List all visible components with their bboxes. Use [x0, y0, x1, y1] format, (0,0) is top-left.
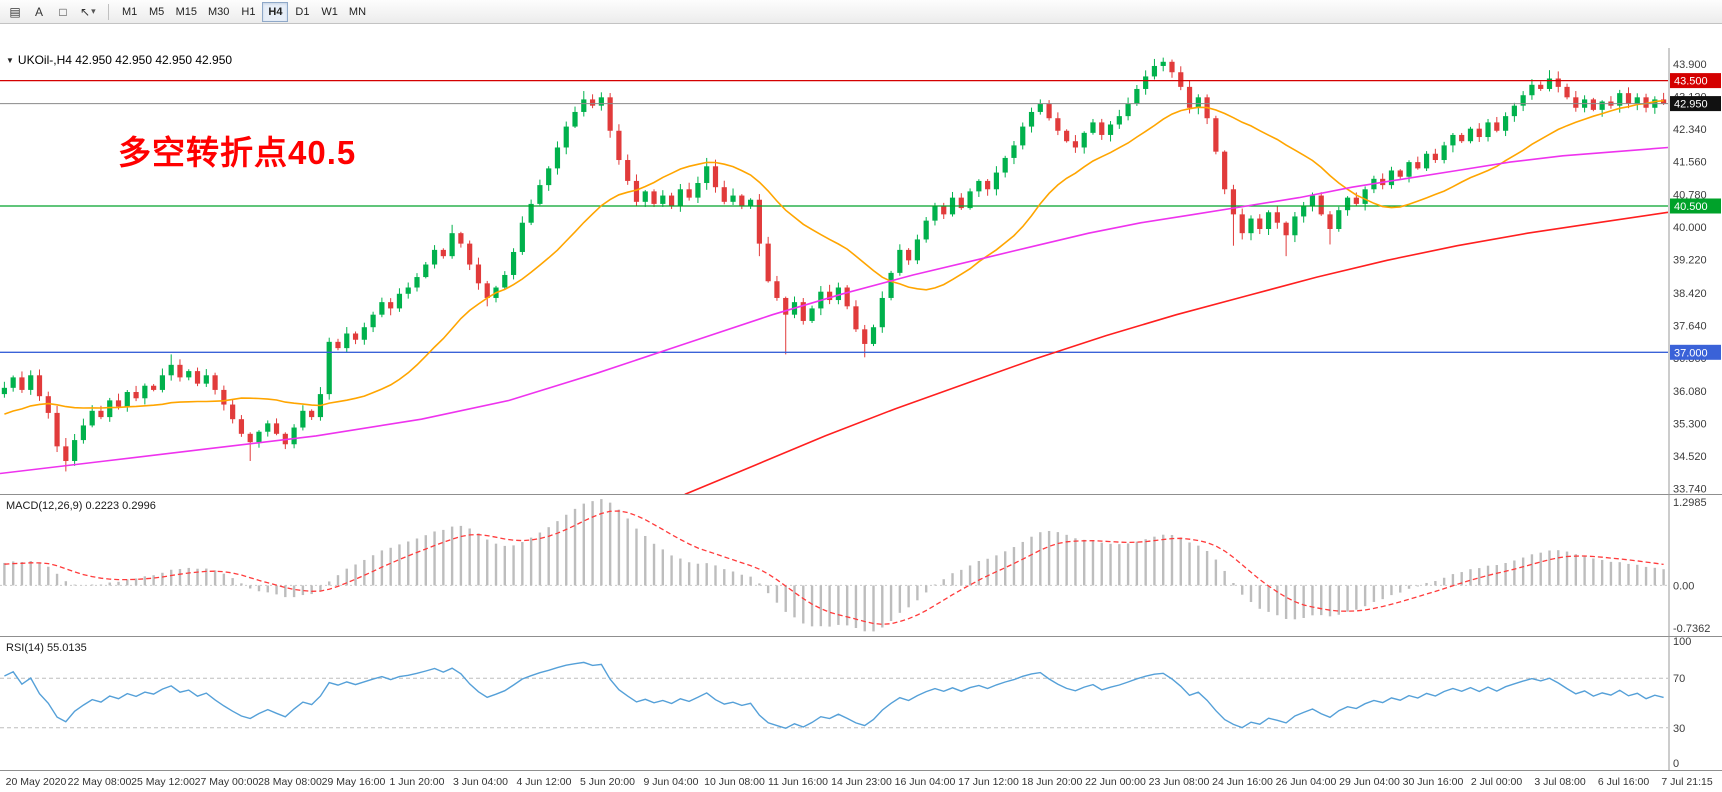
svg-text:39.220: 39.220	[1673, 255, 1707, 267]
svg-text:40.780: 40.780	[1673, 189, 1707, 201]
svg-text:41.560: 41.560	[1673, 157, 1707, 169]
svg-text:11 Jun 16:00: 11 Jun 16:00	[768, 776, 828, 788]
svg-text:43.900: 43.900	[1673, 59, 1707, 71]
timeframe-h4-button[interactable]: H4	[262, 1, 289, 22]
svg-text:0: 0	[1673, 758, 1679, 770]
svg-text:9 Jun 04:00: 9 Jun 04:00	[644, 776, 699, 788]
rsi-indicator-pane[interactable]: 100 70 30 0 RSI(14) 55.0135	[0, 636, 1722, 770]
chart-window-icon[interactable]: ▤	[4, 2, 26, 22]
svg-text:35.300: 35.300	[1673, 418, 1707, 430]
svg-text:17 Jun 12:00: 17 Jun 12:00	[958, 776, 1019, 788]
svg-text:-0.7362: -0.7362	[1673, 623, 1710, 635]
svg-text:2 Jul 00:00: 2 Jul 00:00	[1471, 776, 1523, 788]
candles-layer	[1, 57, 1667, 472]
chart-title-text: UKOil-,H4 42.950 42.950 42.950 42.950	[17, 53, 233, 67]
svg-text:30 Jun 16:00: 30 Jun 16:00	[1403, 776, 1464, 788]
svg-text:100: 100	[1673, 636, 1691, 648]
svg-text:37.640: 37.640	[1673, 321, 1707, 333]
timeframe-mn-button[interactable]: MN	[344, 2, 371, 22]
timeframe-m1-button[interactable]: M1	[117, 2, 143, 22]
svg-text:37.000: 37.000	[1674, 347, 1708, 359]
svg-text:70: 70	[1673, 673, 1685, 685]
rsi-line	[4, 661, 1664, 730]
svg-text:42.950: 42.950	[1674, 99, 1708, 111]
svg-text:42.340: 42.340	[1673, 124, 1707, 136]
timeframe-m15-button[interactable]: M15	[171, 2, 202, 22]
chevron-down-icon: ▾	[91, 6, 96, 16]
svg-text:29 Jun 04:00: 29 Jun 04:00	[1339, 776, 1400, 788]
svg-text:23 Jun 08:00: 23 Jun 08:00	[1149, 776, 1210, 788]
svg-text:24 Jun 16:00: 24 Jun 16:00	[1212, 776, 1273, 788]
macd-signal-line	[4, 510, 1664, 625]
macd-histogram	[3, 499, 1665, 632]
symbol-marker-icon[interactable]: ▼	[6, 55, 14, 65]
svg-text:3 Jun 04:00: 3 Jun 04:00	[453, 776, 508, 788]
svg-text:MACD(12,26,9) 0.2223 0.2996: MACD(12,26,9) 0.2223 0.2996	[6, 500, 156, 512]
ma-fast-line	[4, 99, 1664, 415]
toolbar-separator	[107, 3, 109, 20]
toolbar: ▤ A □ ↖ ▾ M1 M5 M15 M30 H1 H4 D1 W1 MN	[0, 0, 1722, 24]
svg-text:5 Jun 20:00: 5 Jun 20:00	[580, 776, 635, 788]
time-axis[interactable]: 20 May 2020 22 May 08:00 25 May 12:00 27 Ma…	[0, 770, 1722, 792]
svg-text:43.500: 43.500	[1674, 76, 1708, 88]
cursor-glyph-icon: ↖	[80, 4, 91, 19]
svg-text:25 May 12:00: 25 May 12:00	[131, 776, 195, 788]
svg-text:22 Jun 00:00: 22 Jun 00:00	[1085, 776, 1146, 788]
svg-text:1 Jun 20:00: 1 Jun 20:00	[390, 776, 445, 788]
timeframe-w1-button[interactable]: W1	[316, 2, 343, 22]
svg-text:36.080: 36.080	[1673, 386, 1707, 398]
svg-text:30: 30	[1673, 723, 1685, 735]
svg-text:7 Jul 21:15: 7 Jul 21:15	[1661, 776, 1713, 788]
svg-text:26 Jun 04:00: 26 Jun 04:00	[1276, 776, 1337, 788]
timeframe-d1-button[interactable]: D1	[289, 2, 315, 22]
svg-text:27 May 00:00: 27 May 00:00	[195, 776, 259, 788]
svg-text:28 May 08:00: 28 May 08:00	[258, 776, 322, 788]
timeframe-m30-button[interactable]: M30	[203, 2, 234, 22]
macd-indicator-pane[interactable]: 1.2985 0.00 -0.7362 MACD(12,26,9) 0.2223 0.…	[0, 494, 1722, 636]
svg-text:29 May 16:00: 29 May 16:00	[322, 776, 386, 788]
svg-text:14 Jun 23:00: 14 Jun 23:00	[831, 776, 892, 788]
chart-annotation-text: 多空转折点40.5	[118, 134, 357, 171]
object-tool-icon[interactable]: □	[52, 2, 74, 22]
price-chart-pane[interactable]: 43.90043.12042.34041.56040.78040.00039.2…	[0, 48, 1722, 494]
chart-title: ▼ UKOil-,H4 42.950 42.950 42.950 42.950	[6, 53, 232, 67]
svg-text:1.2985: 1.2985	[1673, 497, 1707, 509]
cursor-tool-icon[interactable]: ↖ ▾	[76, 2, 100, 22]
text-annotation-tool-icon[interactable]: A	[28, 2, 50, 22]
svg-text:16 Jun 04:00: 16 Jun 04:00	[895, 776, 956, 788]
svg-text:10 Jun 08:00: 10 Jun 08:00	[704, 776, 765, 788]
svg-text:18 Jun 20:00: 18 Jun 20:00	[1022, 776, 1083, 788]
svg-text:0.00: 0.00	[1673, 580, 1694, 592]
svg-text:22 May 08:00: 22 May 08:00	[68, 776, 132, 788]
timeframe-h1-button[interactable]: H1	[235, 2, 261, 22]
svg-text:3 Jul 08:00: 3 Jul 08:00	[1534, 776, 1586, 788]
svg-text:4 Jun 12:00: 4 Jun 12:00	[517, 776, 572, 788]
svg-text:6 Jul 16:00: 6 Jul 16:00	[1598, 776, 1650, 788]
svg-text:40.000: 40.000	[1673, 222, 1707, 234]
svg-text:33.740: 33.740	[1673, 484, 1707, 494]
svg-text:40.500: 40.500	[1674, 201, 1708, 213]
timeframe-group: M1 M5 M15 M30 H1 H4 D1 W1 MN	[117, 1, 371, 22]
svg-text:34.520: 34.520	[1673, 451, 1707, 463]
ma-mid-line	[0, 146, 1669, 475]
timeframe-m5-button[interactable]: M5	[144, 2, 170, 22]
svg-text:RSI(14) 55.0135: RSI(14) 55.0135	[6, 642, 87, 654]
ma-slow-line	[684, 211, 1669, 494]
svg-text:38.420: 38.420	[1673, 288, 1707, 300]
chart-area: 43.90043.12042.34041.56040.78040.00039.2…	[0, 24, 1722, 792]
svg-text:20 May 2020: 20 May 2020	[6, 776, 67, 788]
